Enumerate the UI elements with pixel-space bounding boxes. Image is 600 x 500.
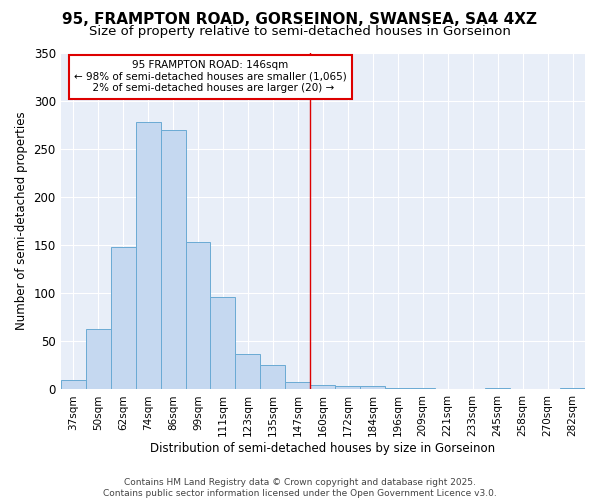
Bar <box>161 130 185 390</box>
Bar <box>211 297 235 390</box>
X-axis label: Distribution of semi-detached houses by size in Gorseinon: Distribution of semi-detached houses by … <box>150 442 496 455</box>
Bar <box>136 122 161 390</box>
Text: Contains HM Land Registry data © Crown copyright and database right 2025.
Contai: Contains HM Land Registry data © Crown c… <box>103 478 497 498</box>
Bar <box>61 380 86 390</box>
Bar <box>260 366 286 390</box>
Bar <box>485 388 510 390</box>
Bar <box>385 388 410 390</box>
Bar <box>235 354 260 390</box>
Bar <box>335 386 360 390</box>
Y-axis label: Number of semi-detached properties: Number of semi-detached properties <box>15 112 28 330</box>
Bar <box>286 382 310 390</box>
Bar <box>560 388 585 390</box>
Bar <box>410 388 435 390</box>
Text: Size of property relative to semi-detached houses in Gorseinon: Size of property relative to semi-detach… <box>89 25 511 38</box>
Bar <box>360 386 385 390</box>
Bar <box>86 329 110 390</box>
Bar <box>110 247 136 390</box>
Bar <box>310 384 335 390</box>
Text: 95, FRAMPTON ROAD, GORSEINON, SWANSEA, SA4 4XZ: 95, FRAMPTON ROAD, GORSEINON, SWANSEA, S… <box>62 12 538 28</box>
Text: 95 FRAMPTON ROAD: 146sqm
← 98% of semi-detached houses are smaller (1,065)
  2% : 95 FRAMPTON ROAD: 146sqm ← 98% of semi-d… <box>74 60 347 94</box>
Bar <box>185 242 211 390</box>
